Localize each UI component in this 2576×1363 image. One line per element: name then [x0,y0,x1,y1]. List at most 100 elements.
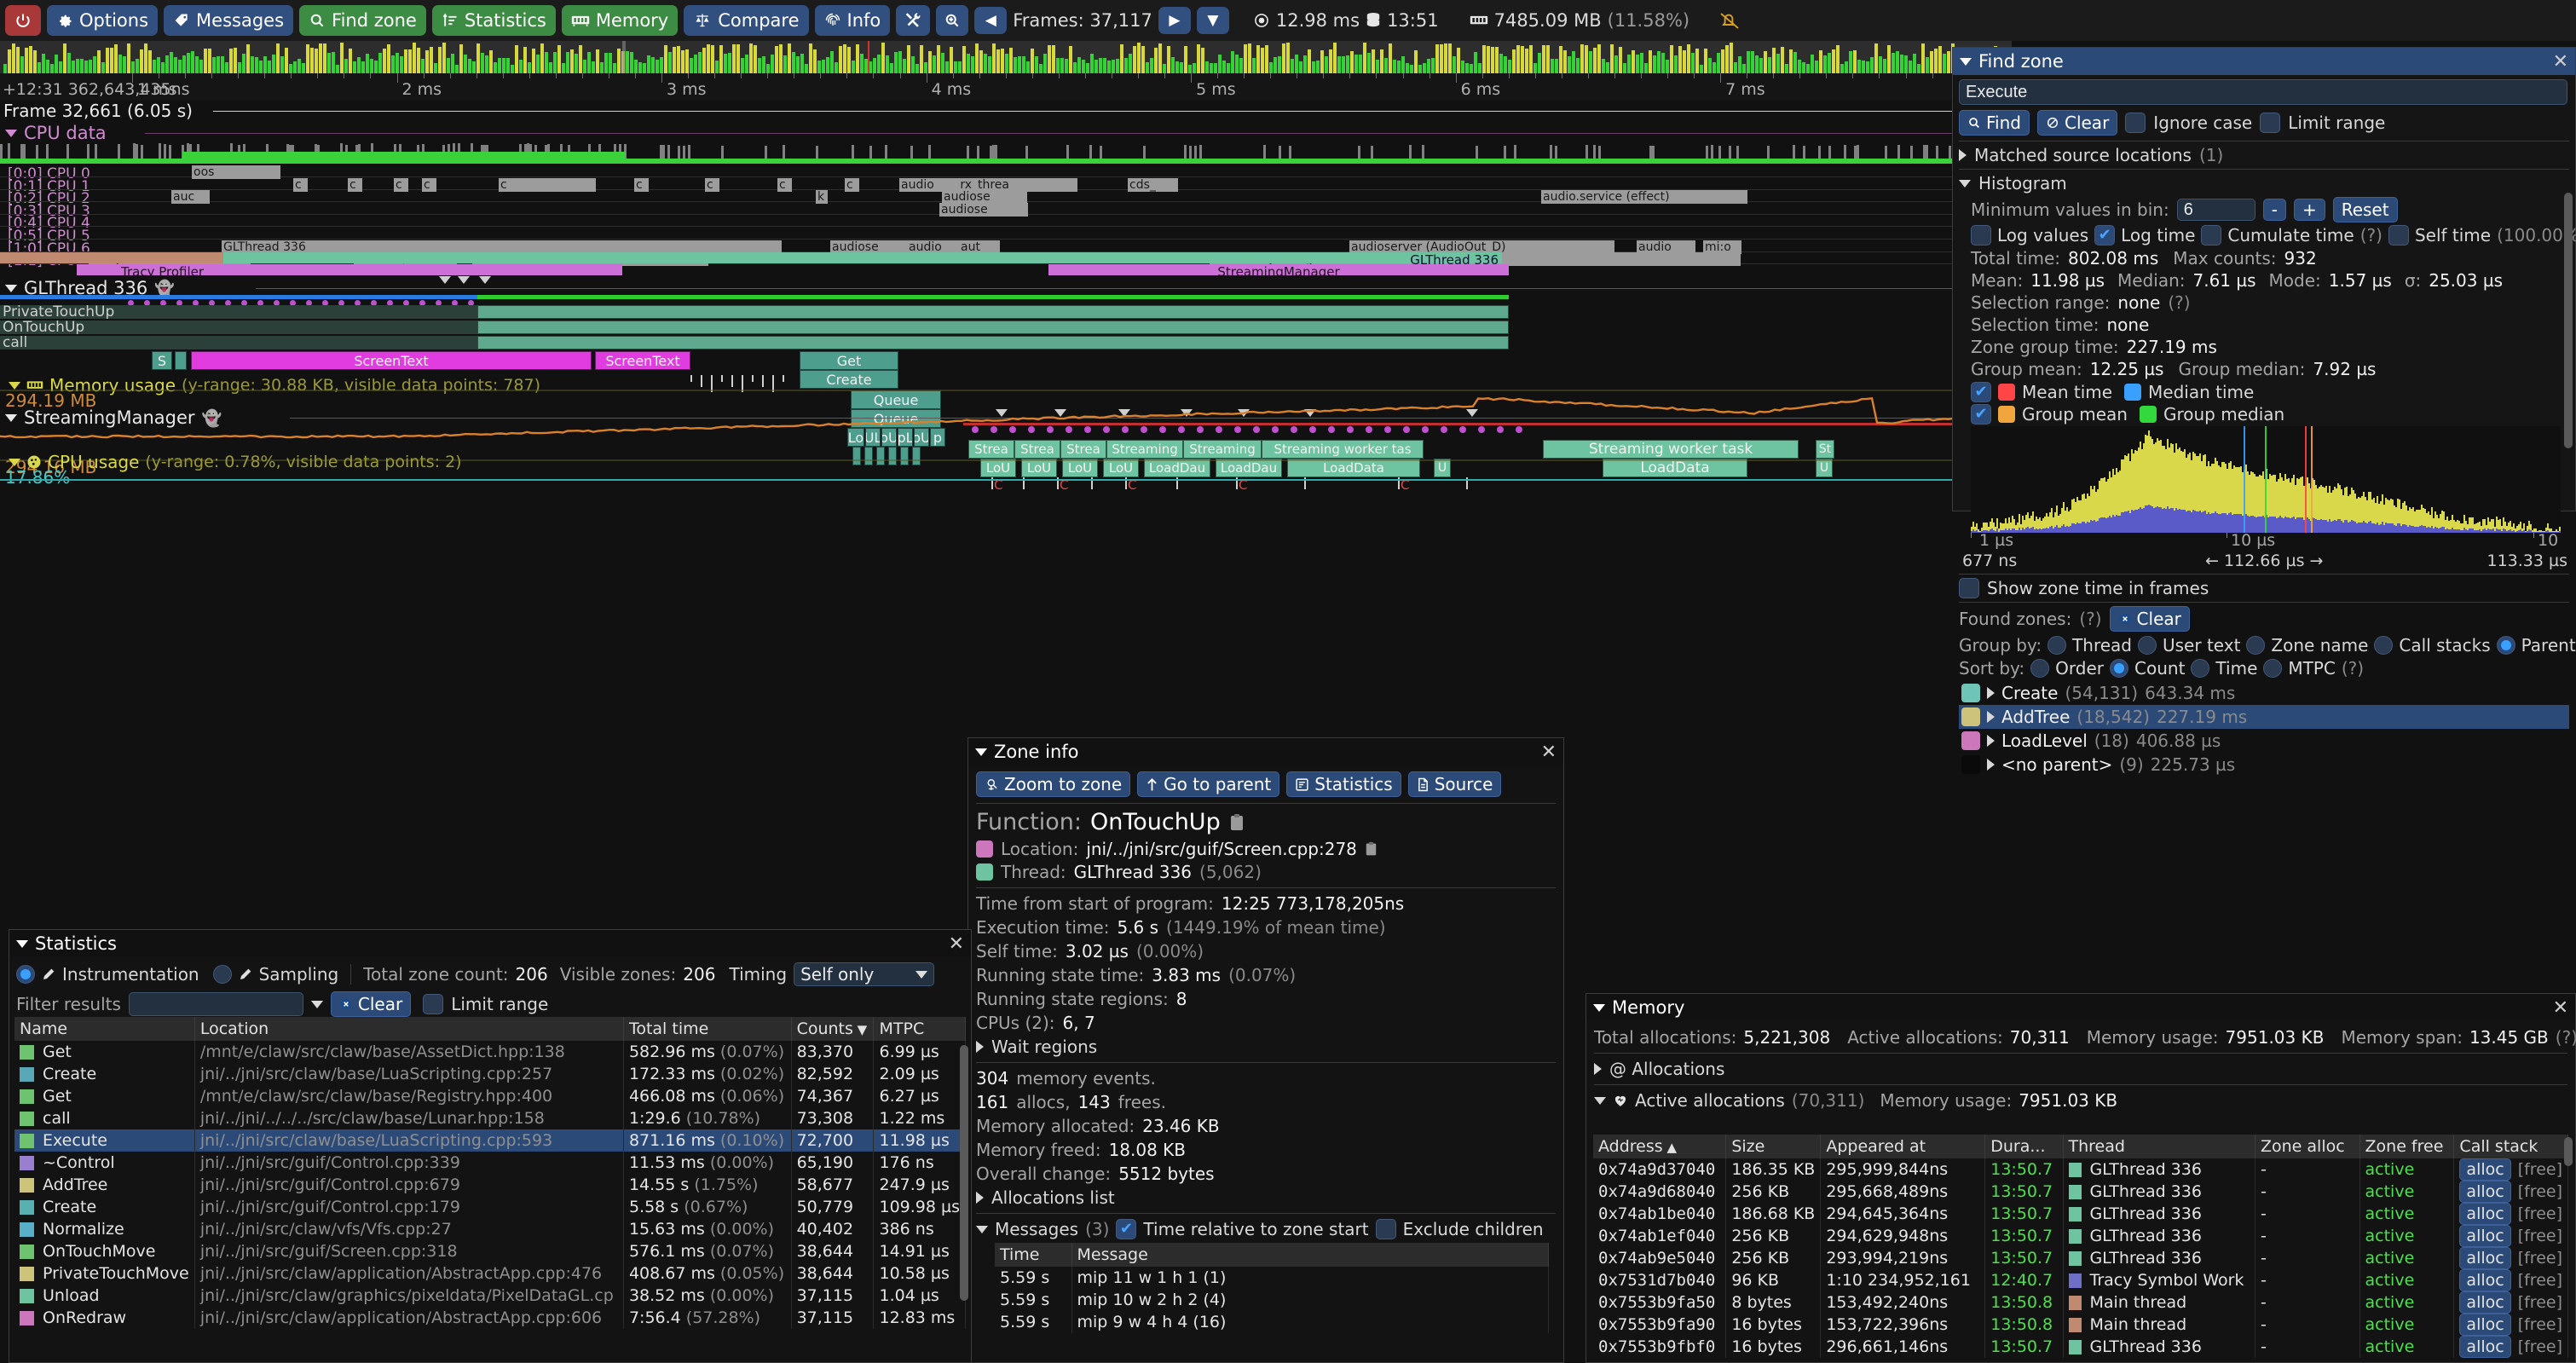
alloc-button[interactable]: alloc [2459,1336,2511,1358]
group-by-row[interactable]: Group by: Thread User text Zone name Call s… [1959,635,2576,656]
frame-segment[interactable] [1470,64,1473,73]
frame-segment[interactable] [20,56,24,73]
frame-segment[interactable] [1077,57,1081,73]
frame-segment[interactable] [643,63,646,73]
sample-marker[interactable] [144,300,150,306]
frame-segment[interactable] [1704,49,1707,73]
frame-segment[interactable] [817,61,821,73]
frame-segment[interactable] [1947,51,1950,73]
frame-segment[interactable] [306,44,309,73]
sample-marker[interactable] [1028,426,1035,433]
frame-segment[interactable] [234,48,237,73]
table-row[interactable]: Create jni/../jni/src/claw/base/LuaScript… [14,1063,966,1085]
alloc-button[interactable]: alloc [2459,1158,2511,1181]
frame-segment[interactable] [856,44,859,73]
context-switch-zone[interactable]: audio.service (effect) [1541,190,1747,204]
frame-segment[interactable] [1759,58,1763,73]
frame-segment[interactable] [528,62,531,73]
frame-segment[interactable] [779,44,783,73]
frame-segment[interactable] [1418,65,1422,73]
memory-column-header[interactable]: Zone free [2359,1135,2455,1158]
reset-button[interactable]: Reset [2332,197,2398,222]
frame-segment[interactable] [626,51,629,73]
frame-segment[interactable] [1235,55,1239,73]
frame-segment[interactable] [353,61,356,73]
frame-segment[interactable] [404,49,407,73]
frame-segment[interactable] [361,61,365,73]
frame-segment[interactable] [12,43,15,73]
memory-column-header[interactable]: Thread [2063,1135,2256,1158]
found-zones-help-icon[interactable]: (?) [2079,609,2102,629]
frame-segment[interactable] [63,43,66,73]
frame-segment[interactable] [1090,54,1094,73]
message-row[interactable]: 5.59 s mip 11 w 1 h 1 (1) [995,1267,1549,1289]
frame-segment[interactable] [1350,51,1354,73]
options-button[interactable]: Options [47,5,159,36]
frame-segment[interactable] [933,55,936,73]
frame-segment[interactable] [1124,58,1128,73]
frame-segment[interactable] [796,56,800,73]
timeline-zone[interactable]: LoU [980,459,1016,477]
frame-segment[interactable] [153,60,156,73]
timeline-zone[interactable]: S [152,351,172,370]
context-switch-zone[interactable]: audioserver (AudioOut_D) [1349,240,1614,254]
info-button[interactable]: Info [814,5,891,36]
frame-segment[interactable] [762,56,765,73]
frame-segment[interactable] [434,63,437,73]
alloc-button[interactable]: alloc [2459,1181,2511,1203]
sample-marker[interactable] [1422,426,1429,433]
frame-segment[interactable] [1725,45,1729,73]
frame-segment[interactable] [1342,56,1345,73]
self-time-checkbox[interactable] [2388,225,2409,245]
context-switch-zone[interactable]: aut [959,240,1000,254]
frame-segment[interactable] [894,52,898,73]
frame-segment[interactable] [1239,58,1243,73]
frame-segment[interactable] [84,61,88,73]
memory-scrollbar[interactable] [2564,1137,2573,1166]
frame-segment[interactable] [758,58,761,73]
frame-segment[interactable] [1499,54,1503,73]
frame-segment[interactable] [540,43,544,73]
table-row[interactable]: 0x74a9d68040 256 KB 295,668,489ns 13:50.7 GL… [1593,1181,2568,1203]
frame-segment[interactable] [157,57,160,73]
found-zones-clear-button[interactable]: Clear [2109,606,2190,632]
frame-bar[interactable] [0,41,2012,73]
frame-segment[interactable] [442,43,446,73]
frame-segment[interactable] [1414,50,1418,73]
timeline-zone[interactable]: Strea [968,440,1014,459]
chevron-right-icon[interactable] [1987,759,1995,771]
frame-segment[interactable] [1214,63,1217,73]
context-switch-zone[interactable]: c [394,178,408,192]
frame-segment[interactable] [1691,53,1695,73]
memory-titlebar[interactable]: Memory ✕ [1586,994,2575,1021]
frame-segment[interactable] [1082,60,1085,73]
statistics-column-header[interactable]: Location [194,1017,624,1041]
close-icon[interactable]: ✕ [2552,996,2568,1019]
frame-segment[interactable] [455,65,459,73]
frame-segment[interactable] [962,46,966,73]
frame-segment[interactable] [1529,45,1533,73]
frame-segment[interactable] [1610,44,1614,73]
timeline-zone[interactable]: Streaming [1183,440,1262,459]
frame-segment[interactable] [468,59,471,73]
frame-segment[interactable] [1619,47,1622,73]
frame-segment[interactable] [251,56,254,73]
frame-segment[interactable] [604,53,608,73]
frame-segment[interactable] [1444,43,1447,73]
frame-segment[interactable] [979,50,983,73]
frame-segment[interactable] [1781,47,1784,73]
sample-marker[interactable] [193,300,199,306]
frame-segment[interactable] [1614,55,1618,73]
frame-segment[interactable] [681,50,684,73]
group-by-zone-name-radio[interactable] [2246,636,2266,655]
frame-segment[interactable] [1568,56,1571,73]
context-switch-zone[interactable]: auc [171,190,210,204]
timeline-zone[interactable]: UL [865,428,881,447]
timeline-zone[interactable]: LoU [1021,459,1057,477]
frame-segment[interactable] [1457,48,1460,73]
frame-segment[interactable] [438,47,442,73]
frame-segment[interactable] [749,43,753,73]
frame-segment[interactable] [545,52,548,73]
frame-segment[interactable] [1776,54,1780,73]
frame-segment[interactable] [724,54,727,73]
